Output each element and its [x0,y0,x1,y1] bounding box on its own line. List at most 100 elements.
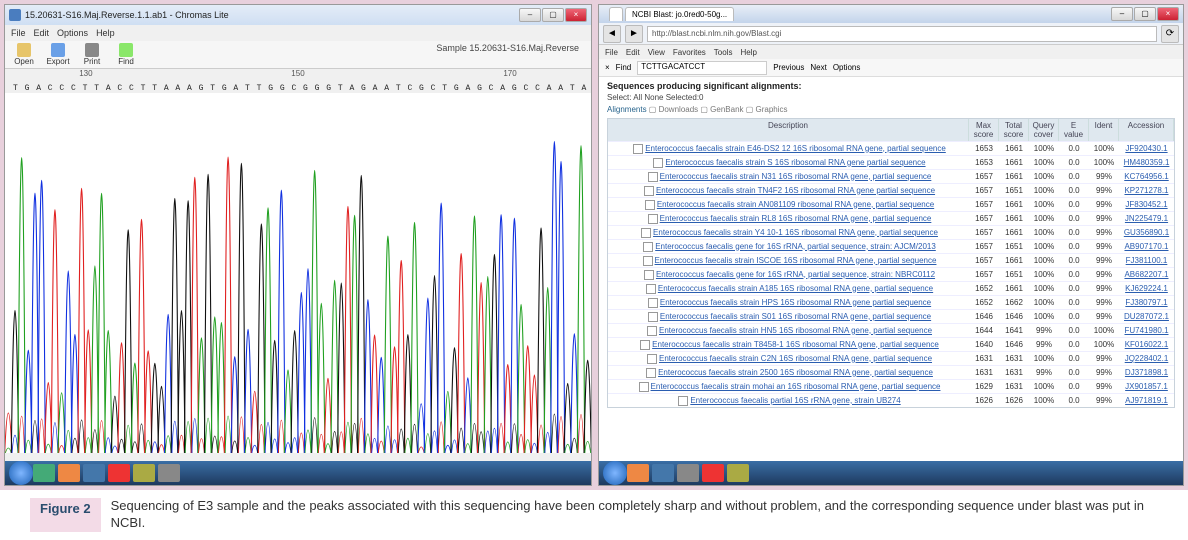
maximize-button[interactable]: ▢ [542,8,564,22]
row-checkbox[interactable] [644,270,654,280]
row-checkbox[interactable] [648,312,658,322]
row-checkbox[interactable] [640,340,650,350]
description-link[interactable]: Enterococcus faecalis strain A185 16S ri… [658,284,933,293]
col-accession[interactable]: Accession [1119,119,1174,141]
accession-link[interactable]: JQ228402.1 [1125,354,1169,363]
find-prev-button[interactable]: Previous [773,63,804,72]
description-link[interactable]: Enterococcus faecalis strain S 16S ribos… [665,158,925,167]
menu-view[interactable]: View [648,48,665,57]
col-total[interactable]: Total score [999,119,1029,141]
description-link[interactable]: Enterococcus faecalis strain TN4F2 16S r… [656,186,935,195]
description-link[interactable]: Enterococcus faecalis strain mohai an 16… [651,382,941,391]
row-checkbox[interactable] [643,256,653,266]
col-ident[interactable]: Ident [1089,119,1119,141]
open-button[interactable]: Open [9,43,39,66]
row-checkbox[interactable] [646,284,656,294]
description-link[interactable]: Enterococcus faecalis strain ISCOE 16S r… [655,256,937,265]
task-icon[interactable] [108,464,130,482]
browser-tab[interactable] [609,7,623,21]
col-description[interactable]: Description [608,119,969,141]
forward-button[interactable]: ► [625,25,643,43]
description-link[interactable]: Enterococcus faecalis strain T8458-1 16S… [652,340,939,349]
description-link[interactable]: Enterococcus faecalis strain S01 16S rib… [660,312,931,321]
menu-favorites[interactable]: Favorites [673,48,706,57]
description-link[interactable]: Enterococcus faecalis strain 2500 16S ri… [658,368,933,377]
accession-link[interactable]: AB682207.1 [1124,270,1168,279]
menu-edit[interactable]: Edit [34,28,50,38]
task-icon[interactable] [727,464,749,482]
menu-options[interactable]: Options [57,28,88,38]
menu-edit[interactable]: Edit [626,48,640,57]
blast-select-row[interactable]: Select: All None Selected:0 [607,93,1175,102]
row-checkbox[interactable] [648,298,658,308]
description-link[interactable]: Enterococcus faecalis strain RL8 16S rib… [660,214,932,223]
taskbar[interactable] [5,461,591,485]
row-checkbox[interactable] [643,242,653,252]
accession-link[interactable]: JF920430.1 [1125,144,1167,153]
task-icon[interactable] [58,464,80,482]
url-input[interactable]: http://blast.ncbi.nlm.nih.gov/Blast.cgi [647,26,1157,42]
accession-link[interactable]: HM480359.1 [1124,158,1170,167]
description-link[interactable]: Enterococcus faecalis strain Y4 10-1 16S… [653,228,938,237]
row-checkbox[interactable] [639,382,649,392]
accession-link[interactable]: AB907170.1 [1124,242,1168,251]
start-button[interactable] [9,461,33,485]
accession-link[interactable]: FJ381100.1 [1126,256,1168,265]
description-link[interactable]: Enterococcus faecalis strain HN5 16S rib… [659,326,932,335]
close-button[interactable]: × [1157,7,1179,21]
row-checkbox[interactable] [678,396,688,406]
row-checkbox[interactable] [644,186,654,196]
description-link[interactable]: Enterococcus faecalis strain N31 16S rib… [660,172,932,181]
task-icon[interactable] [133,464,155,482]
refresh-button[interactable]: ⟳ [1161,25,1179,43]
accession-link[interactable]: FU741980.1 [1124,326,1168,335]
maximize-button[interactable]: ▢ [1134,7,1156,21]
taskbar[interactable] [599,461,1183,485]
start-button[interactable] [603,461,627,485]
task-icon[interactable] [33,464,55,482]
accession-link[interactable]: JF830452.1 [1125,200,1167,209]
accession-link[interactable]: KF016022.1 [1125,340,1169,349]
minimize-button[interactable]: – [1111,7,1133,21]
accession-link[interactable]: JX901857.1 [1125,382,1168,391]
row-checkbox[interactable] [633,144,643,154]
description-link[interactable]: Enterococcus faecalis gene for 16S rRNA,… [656,270,935,279]
find-input[interactable]: TCTTGACATCCT [637,61,767,75]
task-icon[interactable] [83,464,105,482]
row-checkbox[interactable] [645,200,655,210]
task-icon[interactable] [702,464,724,482]
find-options-button[interactable]: Options [833,63,861,72]
accession-link[interactable]: KC764956.1 [1124,172,1168,181]
accession-link[interactable]: FJ380797.1 [1125,298,1167,307]
description-link[interactable]: Enterococcus faecalis partial 16S rRNA g… [690,396,900,405]
description-link[interactable]: Enterococcus faecalis strain AN081109 ri… [657,200,934,209]
print-button[interactable]: Print [77,43,107,66]
description-link[interactable]: Enterococcus faecalis strain C2N 16S rib… [659,354,932,363]
find-button[interactable]: Find [111,43,141,66]
row-checkbox[interactable] [646,368,656,378]
accession-link[interactable]: DJ371898.1 [1125,368,1168,377]
description-link[interactable]: Enterococcus faecalis strain HPS 16S rib… [660,298,931,307]
x-icon[interactable]: × [605,63,610,72]
task-icon[interactable] [677,464,699,482]
row-checkbox[interactable] [647,354,657,364]
accession-link[interactable]: JN225479.1 [1125,214,1168,223]
back-button[interactable]: ◄ [603,25,621,43]
description-link[interactable]: Enterococcus faecalis gene for 16S rRNA,… [655,242,936,251]
task-icon[interactable] [652,464,674,482]
task-icon[interactable] [158,464,180,482]
row-checkbox[interactable] [653,158,663,168]
accession-link[interactable]: GU356890.1 [1124,228,1169,237]
menu-file[interactable]: File [11,28,26,38]
accession-link[interactable]: DU287072.1 [1124,312,1169,321]
row-checkbox[interactable] [648,172,658,182]
menu-help[interactable]: Help [740,48,756,57]
row-checkbox[interactable] [647,326,657,336]
browser-tab-active[interactable]: NCBI Blast: jo.0red0-50g... [625,7,734,21]
accession-link[interactable]: KJ629224.1 [1125,284,1168,293]
col-e[interactable]: E value [1059,119,1089,141]
description-link[interactable]: Enterococcus faecalis strain E46-DS2 12 … [645,144,946,153]
row-checkbox[interactable] [641,228,651,238]
task-icon[interactable] [627,464,649,482]
menu-tools[interactable]: Tools [714,48,733,57]
